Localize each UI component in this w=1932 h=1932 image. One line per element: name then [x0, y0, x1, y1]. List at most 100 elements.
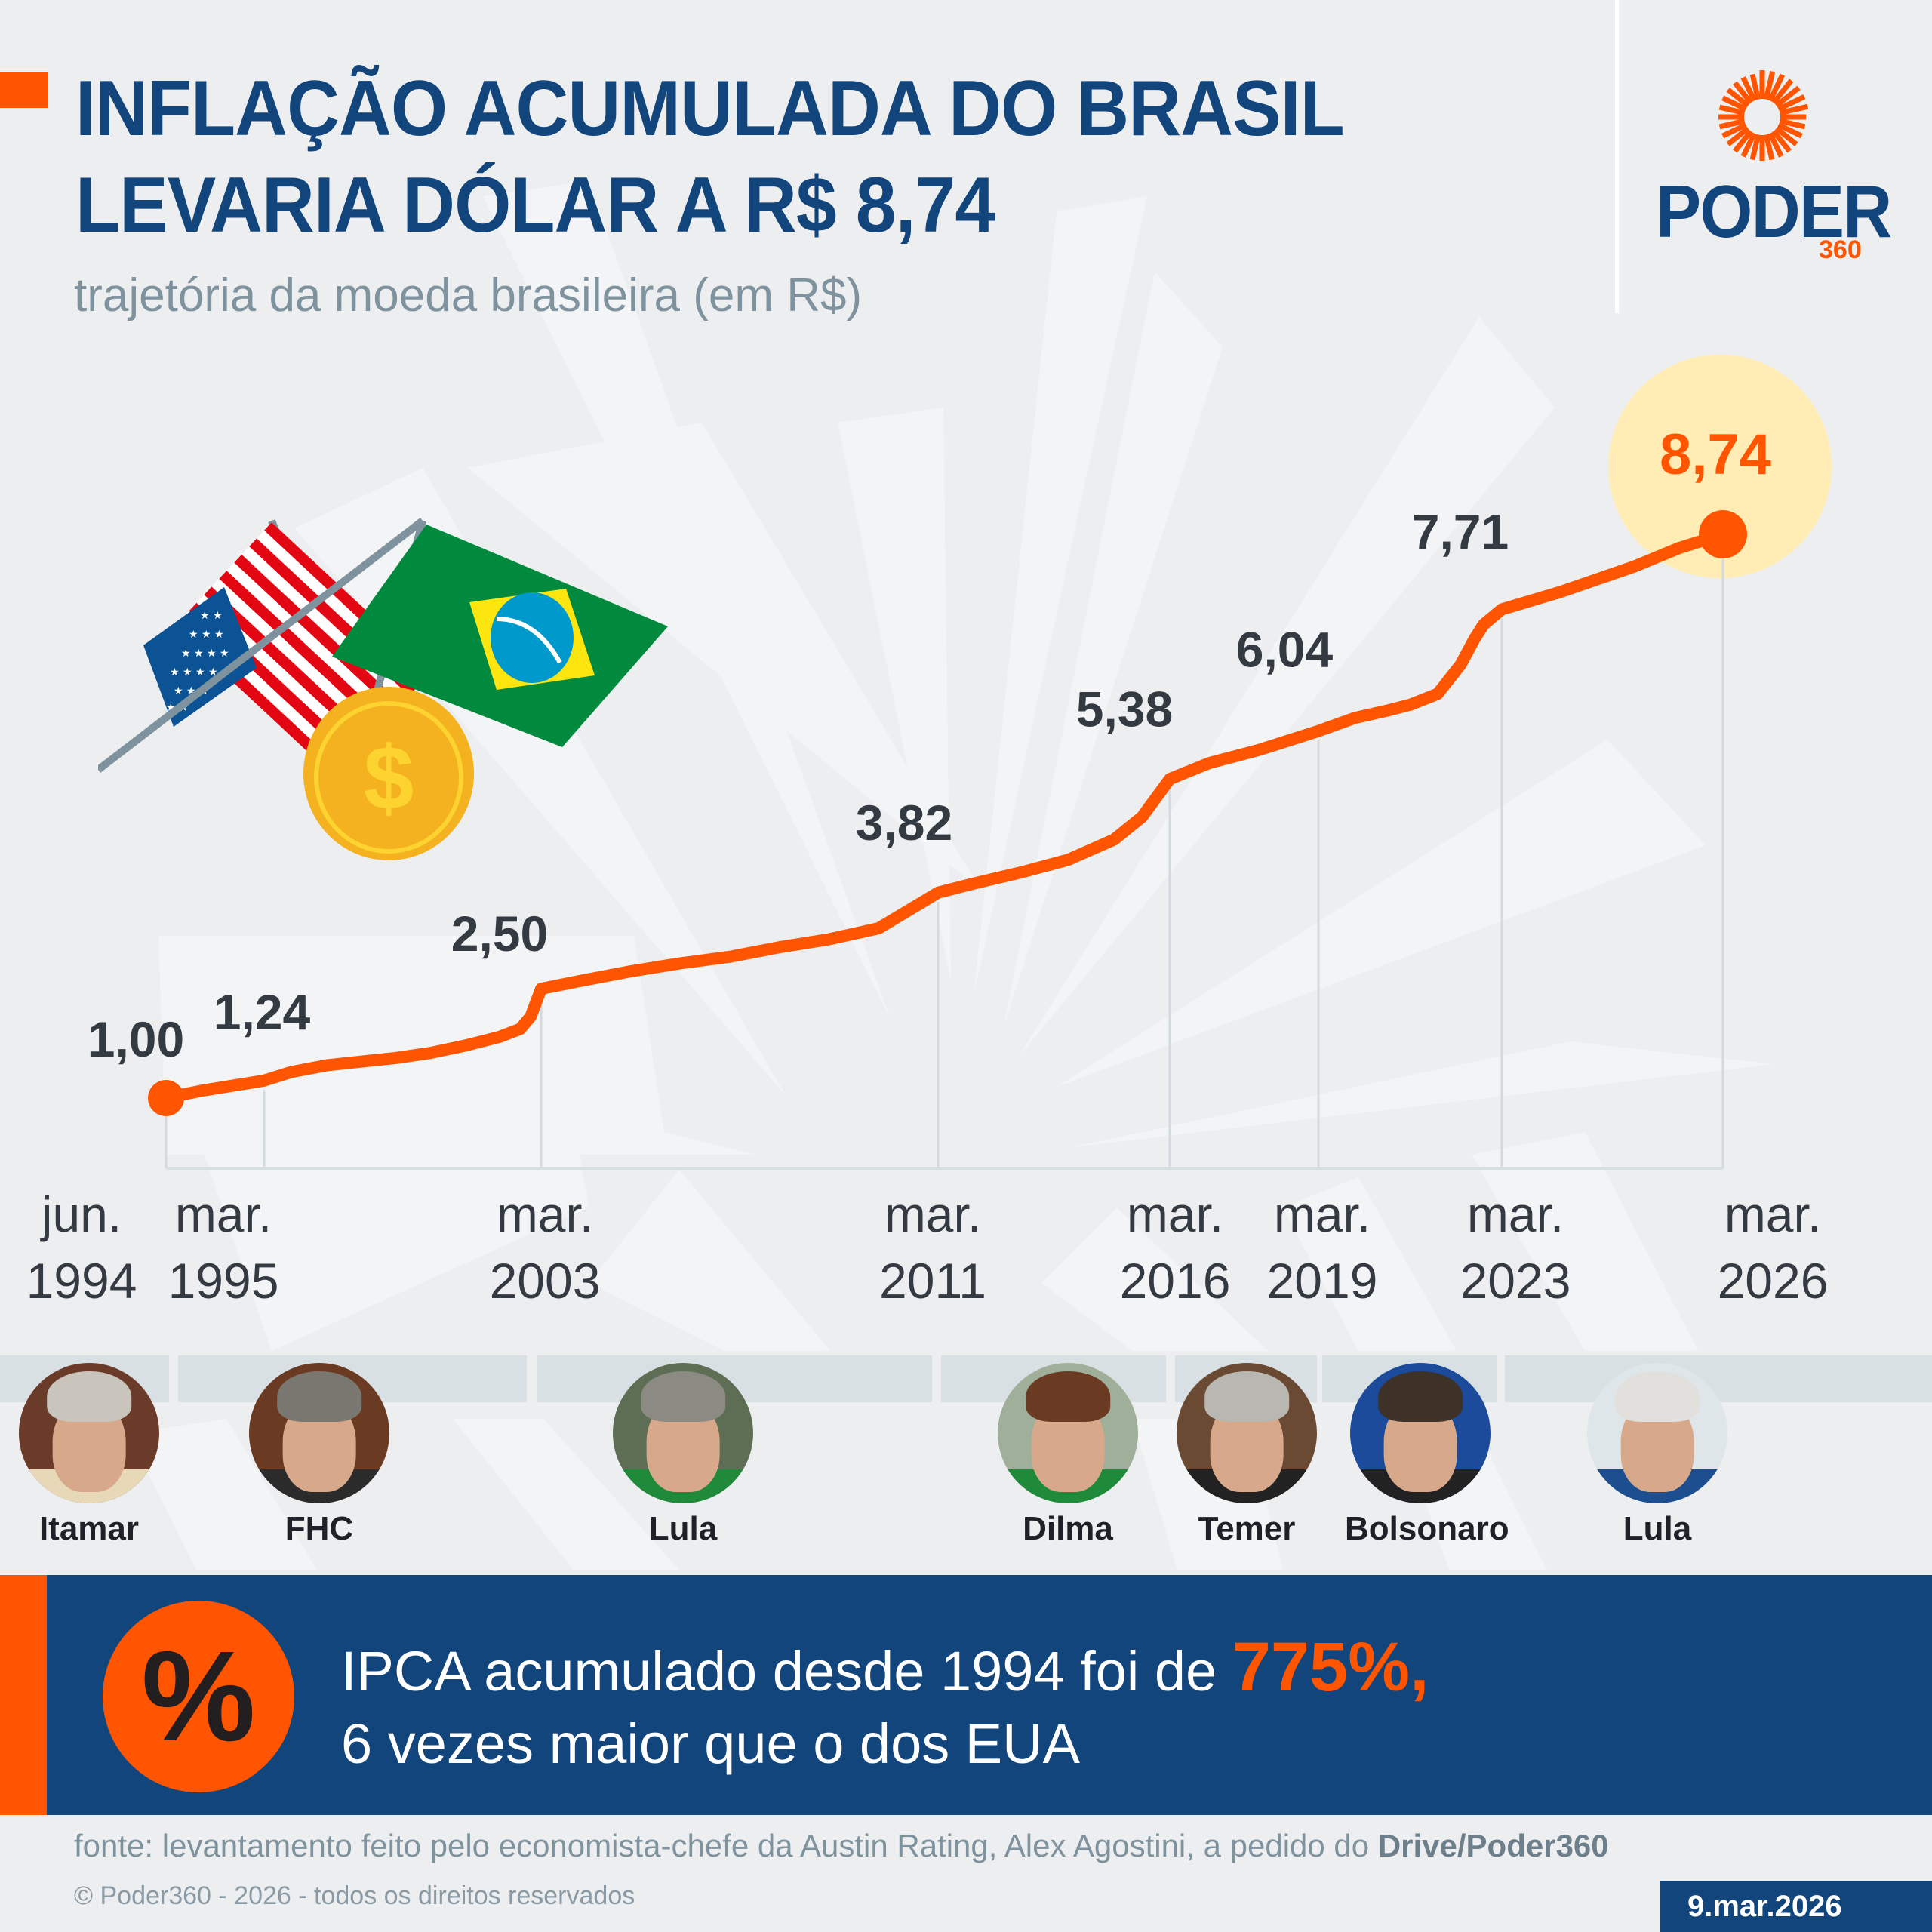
logo-ray	[1774, 85, 1801, 108]
logo-ray	[1718, 118, 1746, 130]
logo-ray	[1777, 122, 1803, 139]
logo-number: 360	[1819, 235, 1862, 264]
value-label: 7,71	[1412, 503, 1509, 559]
value-label: 2,50	[451, 906, 548, 961]
president-name: Temer	[1198, 1510, 1296, 1547]
banner-accent-strip	[0, 1575, 47, 1815]
x-tick-label-year: 1994	[26, 1253, 137, 1309]
title-line-2: LEVARIA DÓLAR A R$ 8,74	[75, 162, 995, 249]
logo-ray	[1763, 134, 1775, 161]
copyright-notice: © Poder360 - 2026 - todos os direitos re…	[74, 1881, 635, 1910]
sunburst-logo-icon	[1718, 70, 1809, 161]
banner-text: IPCA acumulado desde 1994 foi de 775%, 6…	[341, 1631, 1429, 1780]
president-name: Bolsonaro	[1345, 1510, 1509, 1547]
svg-text:★ ★: ★ ★	[200, 610, 223, 622]
svg-text:$: $	[364, 728, 414, 829]
x-tick-label-year: 2019	[1267, 1253, 1378, 1309]
x-tick-label-year: 2016	[1120, 1253, 1231, 1309]
title-line-1: INFLAÇÃO ACUMULADA DO BRASIL	[75, 65, 1345, 152]
x-tick-label-year: 2003	[490, 1253, 601, 1309]
value-label: 1,24	[214, 984, 311, 1040]
x-tick-label-month: mar.	[175, 1186, 272, 1242]
highlight-bubble	[1608, 355, 1832, 578]
logo-ray	[1779, 118, 1806, 130]
poder360-logo: PODER 360	[1653, 68, 1892, 264]
president-item: FHC	[244, 1363, 395, 1550]
banner-line1: IPCA acumulado desde 1994 foi de	[341, 1640, 1232, 1703]
logo-ray	[1726, 88, 1750, 108]
x-tick-label-year: 1995	[168, 1253, 279, 1309]
president-item: Itamar	[14, 1363, 165, 1550]
banner-highlight-value: 775%,	[1232, 1629, 1429, 1706]
logo-ray	[1771, 78, 1794, 105]
flags-coin-illustration: ★ ★ ★ ★★ ★ ★ ★ ★ ★ ★★ ★ ★ ★ ★★ ★ $	[98, 518, 668, 860]
x-tick-label-month: mar.	[1724, 1186, 1821, 1242]
logo-ray	[1718, 104, 1746, 116]
logo-ray	[1767, 132, 1784, 158]
start-point-marker	[148, 1080, 184, 1116]
president-name: Lula	[648, 1510, 718, 1547]
page-subtitle: trajetória da moeda brasileira (em R$)	[74, 269, 863, 321]
x-tick-label-month: jun.	[40, 1186, 122, 1242]
logo-ray	[1771, 129, 1792, 153]
portrait-hair	[1204, 1371, 1289, 1423]
logo-ray	[1740, 132, 1757, 158]
logo-ray	[1733, 81, 1753, 105]
president-portrait	[1587, 1363, 1727, 1503]
logo-divider	[1615, 0, 1619, 313]
x-tick-label-month: mar.	[497, 1186, 593, 1242]
president-item: Bolsonaro	[1345, 1363, 1509, 1550]
brazil-flag-icon	[98, 518, 668, 773]
value-label: 8,74	[1660, 423, 1771, 487]
president-name: Itamar	[38, 1510, 140, 1547]
end-point-marker	[1699, 510, 1747, 558]
value-label: 6,04	[1236, 622, 1334, 678]
logo-ray	[1726, 126, 1750, 146]
source-note: fonte: levantamento feito pelo economist…	[74, 1828, 1609, 1863]
line-chart: 1,00 1,24 2,50 3,82 5,38 6,04 7,71 8,74 jun. 199…	[26, 355, 1832, 1309]
president-item: Dilma	[992, 1363, 1143, 1550]
term-bar	[1505, 1355, 1932, 1402]
logo-ray	[1733, 129, 1753, 153]
president-portrait	[613, 1363, 753, 1503]
date-badge: 9.mar.2026	[1660, 1881, 1932, 1932]
president-name: Lula	[1623, 1510, 1692, 1547]
president-portrait	[249, 1363, 389, 1503]
logo-ray	[1779, 103, 1809, 116]
banner-line2: 6 vezes maior que o dos EUA	[341, 1712, 1080, 1775]
logo-ray	[1749, 73, 1761, 100]
series-line	[160, 528, 1729, 1104]
value-label: 5,38	[1076, 681, 1173, 737]
president-item: Lula	[1582, 1363, 1733, 1550]
president-item: Temer	[1171, 1363, 1322, 1550]
portrait-hair	[641, 1371, 725, 1423]
logo-ray	[1749, 134, 1761, 161]
logo-ray	[1721, 122, 1747, 139]
portrait-hair	[1026, 1371, 1110, 1423]
page-title: INFLAÇÃO ACUMULADA DO BRASIL LEVARIA DÓL…	[75, 60, 1479, 254]
portrait-hair	[47, 1371, 131, 1423]
logo-ray	[1767, 73, 1786, 102]
value-label: 3,82	[856, 795, 952, 851]
x-tick-label-month: mar.	[884, 1186, 981, 1242]
x-tick-label-month: mar.	[1127, 1186, 1223, 1242]
president-name: Dilma	[1023, 1510, 1113, 1547]
percent-icon: %	[103, 1601, 294, 1792]
president-item: Lula	[608, 1363, 758, 1550]
portrait-hair	[1615, 1371, 1700, 1423]
x-tick-label-year: 2023	[1460, 1253, 1571, 1309]
logo-ray	[1740, 76, 1757, 102]
portrait-hair	[1378, 1371, 1463, 1423]
svg-text:★ ★ ★: ★ ★ ★	[189, 629, 224, 641]
logo-ray	[1721, 95, 1747, 112]
logo-ray	[1777, 94, 1806, 112]
president-portrait	[998, 1363, 1138, 1503]
x-tick-label-year: 2026	[1718, 1253, 1829, 1309]
x-tick-label-month: mar.	[1467, 1186, 1564, 1242]
dollar-coin-icon: $	[303, 687, 474, 860]
president-portrait	[19, 1363, 159, 1503]
logo-word: PODER	[1656, 170, 1892, 253]
logo-ray	[1763, 70, 1776, 100]
svg-text:★ ★ ★ ★: ★ ★ ★ ★	[181, 648, 229, 660]
